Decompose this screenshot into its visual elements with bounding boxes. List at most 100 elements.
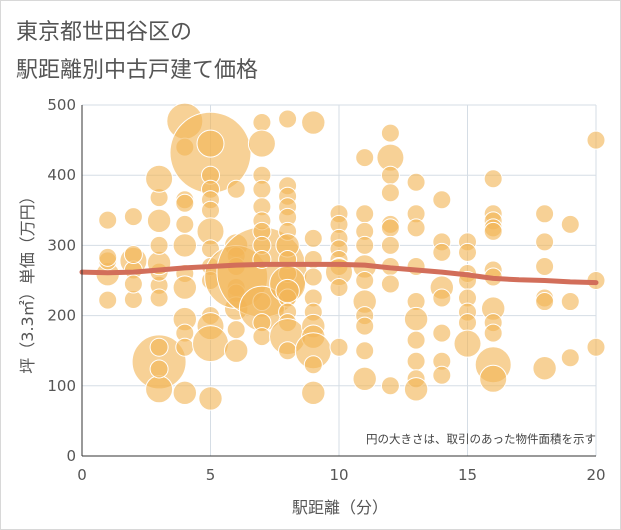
bubble-point (586, 130, 606, 150)
bubble-point (123, 274, 143, 294)
bubble-point (380, 123, 400, 143)
chart-title-line-1: 東京都世田谷区の (16, 20, 193, 45)
bubble-point (303, 228, 323, 248)
bubble-point (355, 148, 375, 168)
bubble-point (479, 364, 508, 393)
x-tick-label: 5 (206, 466, 216, 484)
x-tick-label: 20 (586, 466, 605, 484)
bubble-point (483, 323, 503, 343)
bubble-point (355, 341, 375, 361)
bubble-point (252, 327, 272, 347)
bubble-point (560, 348, 580, 368)
bubble-size-note: 円の大きさは、取引のあった物件面積を示す (366, 432, 596, 446)
bubble-point (98, 290, 118, 310)
trend-line-group (79, 261, 599, 286)
bubble-point (278, 109, 298, 129)
bubble-point (453, 329, 482, 358)
y-tick-label: 500 (47, 96, 76, 114)
bubble-point (172, 275, 198, 300)
bubble-point (123, 207, 143, 227)
bubble-point (380, 218, 400, 238)
axes (81, 105, 596, 457)
bubble-point (458, 313, 477, 333)
bubble-point (303, 355, 323, 375)
bubble-point (226, 320, 246, 340)
bubble-point (432, 323, 452, 343)
bubble-point (560, 214, 580, 234)
bubble-point (252, 113, 272, 133)
bubble-point (149, 235, 169, 255)
bubble-point (196, 129, 225, 158)
y-tick-label: 400 (47, 166, 76, 184)
bubble-point (329, 278, 349, 298)
y-tick-label: 300 (47, 236, 76, 254)
bubble-point (483, 221, 503, 241)
bubble-point (172, 233, 198, 258)
bubble-point (123, 245, 143, 265)
y-tick-label: 200 (47, 307, 76, 325)
bubble-point (175, 214, 195, 234)
y-tick-label: 100 (47, 377, 76, 395)
x-tick-label: 0 (77, 466, 87, 484)
bubble-point (149, 359, 169, 379)
chart-title: 東京都世田谷区の 駅距離別中古戸建て価格 (16, 14, 258, 90)
bubble-point (535, 256, 555, 276)
bubble-point (149, 288, 169, 308)
bubble-point (98, 247, 118, 267)
bubble-point (172, 380, 198, 406)
bubble-point (380, 165, 400, 185)
bubble-point (432, 288, 452, 308)
bubble-point (432, 190, 452, 210)
bubble-point (532, 356, 557, 381)
bubble-point (380, 183, 400, 203)
chart-title-line-2: 駅距離別中古戸建て価格 (16, 58, 259, 83)
bubble-point (403, 377, 429, 402)
x-tick-label: 15 (458, 466, 477, 484)
bubble-point (380, 274, 400, 294)
trend-line (79, 261, 599, 286)
bubble-series (95, 102, 606, 411)
bubble-point (586, 337, 606, 357)
bubble-point (535, 292, 555, 312)
bubble-point (175, 337, 195, 357)
bubble-point (145, 164, 174, 193)
bubble-point (560, 292, 580, 312)
bubble-point (355, 204, 375, 224)
bubble-point (406, 351, 426, 371)
bubble-point (380, 376, 400, 396)
bubble-point (432, 365, 452, 385)
bubble-point (329, 337, 349, 357)
bubble-point (145, 375, 174, 404)
bubble-point (247, 129, 276, 158)
x-axis-title: 駅距離（分） (292, 498, 388, 517)
bubble-point (406, 218, 426, 238)
bubble-point (278, 341, 298, 361)
bubble-point (432, 242, 452, 262)
bubble-point (301, 380, 326, 406)
bubble-point (535, 232, 555, 252)
bubble-point (149, 337, 169, 357)
bubble-point (352, 366, 377, 391)
bubble-point (198, 386, 223, 411)
bubble-point (483, 169, 503, 189)
bubble-point (406, 172, 426, 192)
x-tick-label: 10 (329, 466, 348, 484)
bubble-point (224, 338, 249, 363)
bubble-point (175, 193, 195, 213)
bubble-point (406, 330, 426, 350)
bubble-point (535, 204, 555, 224)
bubble-point (380, 235, 400, 255)
y-axis-title: 坪（3.3㎡）単価（万円） (18, 188, 37, 373)
bubble-point (355, 235, 375, 255)
bubble-point (303, 267, 323, 287)
y-tick-label: 0 (66, 447, 76, 465)
bubble-point (192, 325, 229, 363)
bubble-point (98, 210, 118, 230)
bubble-point (301, 110, 326, 135)
bubble-point (355, 316, 375, 336)
bubble-point (355, 271, 375, 290)
bubble-point (275, 278, 300, 304)
bubble-point (146, 208, 172, 234)
